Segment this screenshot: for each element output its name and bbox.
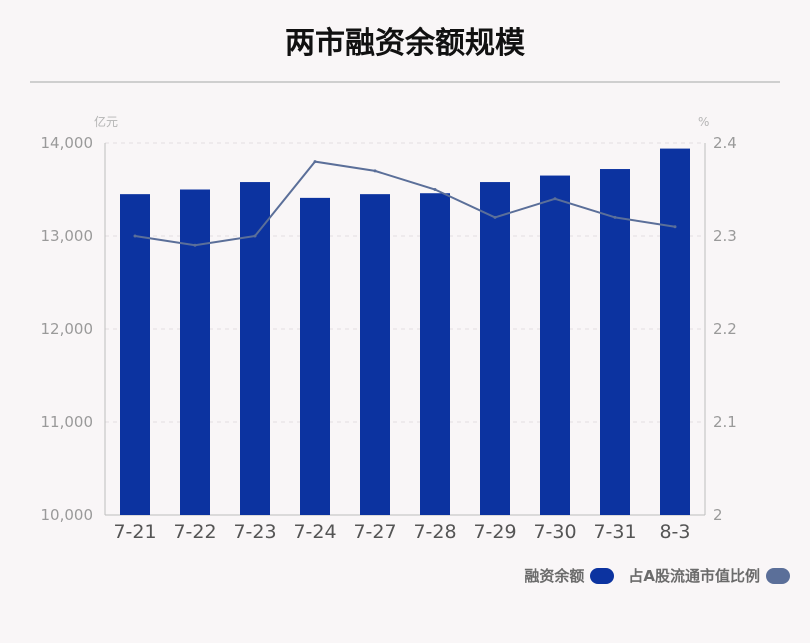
y-right-tick-label: 2.2	[713, 320, 737, 338]
bar-7-22	[180, 189, 210, 515]
legend-item-ratio[interactable]: 占A股流通市值比例	[628, 565, 790, 586]
y-left-tick-label: 14,000	[41, 134, 94, 152]
bar-7-27	[360, 194, 390, 515]
y-left-tick-label: 11,000	[41, 413, 94, 431]
legend-swatch-ratio	[766, 567, 790, 584]
x-tick-label: 7-31	[593, 521, 636, 543]
ratio-point-7-21	[133, 234, 137, 238]
bar-7-23	[240, 182, 270, 515]
x-tick-label: 7-27	[353, 521, 396, 543]
chart-title: 两市融资余额规模	[285, 26, 525, 61]
x-tick-label: 7-22	[173, 521, 216, 543]
bar-7-21	[120, 194, 150, 515]
bar-7-24	[300, 197, 330, 515]
x-tick-label: 8-3	[659, 521, 690, 543]
ratio-point-7-30	[553, 197, 557, 201]
x-tick-label: 7-24	[293, 521, 336, 543]
y-right-tick-label: 2	[713, 506, 723, 524]
y-right-unit: %	[698, 115, 709, 129]
bar-7-29	[480, 182, 510, 515]
ratio-point-8-3	[673, 225, 677, 229]
x-tick-label: 7-28	[413, 521, 456, 543]
ratio-point-7-22	[193, 243, 197, 247]
ratio-point-7-27	[373, 169, 377, 173]
bar-series	[120, 148, 690, 516]
legend-item-financing[interactable]: 融资余额	[524, 565, 615, 586]
ratio-line	[134, 160, 676, 247]
y-right-tick-label: 2.4	[713, 134, 737, 152]
y-left-tick-label: 13,000	[41, 227, 94, 245]
y-left-tick-label: 10,000	[41, 506, 94, 524]
bar-8-3	[660, 148, 690, 515]
x-tick-label: 7-30	[533, 521, 576, 543]
axis-labels: 10,000 11,000 12,000 13,000 14,000 2 2.1 2.2 2.3…	[41, 114, 737, 543]
ratio-point-7-23	[253, 234, 257, 238]
line-series	[133, 160, 677, 247]
legend-swatch-financing	[590, 567, 615, 584]
ratio-point-7-24	[313, 160, 317, 164]
y-right-tick-label: 2.1	[713, 413, 737, 431]
y-left-unit: 亿元	[94, 114, 118, 129]
legend-label-financing: 融资余额	[524, 567, 585, 585]
x-tick-label: 7-21	[113, 521, 156, 543]
x-tick-label: 7-23	[233, 521, 276, 543]
x-tick-label: 7-29	[473, 521, 516, 543]
y-right-tick-label: 2.3	[713, 227, 737, 245]
ratio-point-7-31	[613, 215, 617, 219]
ratio-point-7-28	[433, 188, 437, 191]
bar-7-31	[600, 169, 630, 516]
title-divider	[30, 81, 780, 83]
bar-7-30	[540, 175, 570, 516]
y-left-tick-label: 12,000	[41, 320, 94, 338]
ratio-point-7-29	[493, 215, 497, 219]
bar-7-28	[420, 193, 450, 515]
legend: 融资余额 占A股流通市值比例	[524, 565, 790, 586]
legend-label-ratio: 占A股流通市值比例	[628, 567, 760, 585]
